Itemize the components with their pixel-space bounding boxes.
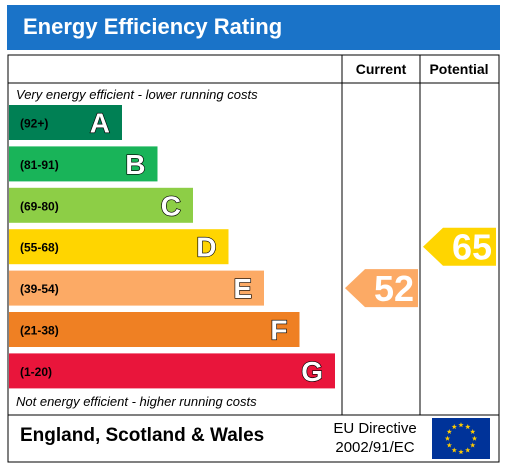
page-title: Energy Efficiency Rating [23, 14, 283, 39]
band-range-b: (81-91) [20, 158, 59, 172]
band-range-g: (1-20) [20, 365, 52, 379]
rating-bands: (92+) A (81-91) B (69-80) C (55-68) D (39-54) E (2… [9, 105, 335, 389]
bottom-caption: Not energy efficient - higher running co… [16, 394, 257, 409]
eu-star [444, 435, 451, 441]
band-range-c: (69-80) [20, 199, 59, 213]
eu-star [465, 424, 471, 430]
top-caption: Very energy efficient - lower running co… [16, 87, 258, 102]
band-letter-e: E [233, 273, 252, 304]
band-bar-e [9, 270, 264, 306]
band-e: (39-54) E [9, 270, 264, 306]
current-column-header: Current [356, 61, 407, 77]
current-rating-shape [345, 269, 418, 308]
rating-arrows: 52 65 [345, 227, 496, 309]
band-bar-c [9, 187, 193, 223]
eu-directive-line2: 2002/91/EC [335, 439, 415, 456]
band-c: (69-80) C [9, 187, 193, 223]
eu-flag-icon [432, 418, 490, 459]
band-letter-f: F [270, 315, 287, 346]
title-bar: Energy Efficiency Rating [7, 5, 500, 50]
potential-rating-arrow: 65 [423, 227, 496, 268]
potential-column-header: Potential [429, 61, 488, 77]
band-b: (81-91) B [9, 146, 158, 182]
band-range-e: (39-54) [20, 282, 59, 296]
band-letter-c: C [161, 190, 181, 221]
band-bar-d [9, 229, 229, 265]
band-bar-f [9, 312, 300, 347]
eu-star [458, 422, 464, 428]
eu-star [451, 424, 457, 430]
band-bar-g [9, 353, 335, 389]
band-letter-a: A [90, 108, 110, 139]
current-rating-value: 52 [374, 268, 414, 309]
band-f: (21-38) F [9, 312, 300, 347]
eu-star [458, 449, 464, 455]
band-letter-g: G [301, 356, 323, 387]
eu-directive: EU Directive 2002/91/EC [325, 419, 425, 457]
band-range-f: (21-38) [20, 324, 59, 338]
band-range-a: (92+) [20, 117, 48, 131]
band-range-d: (55-68) [20, 241, 59, 255]
current-rating-arrow: 52 [345, 268, 418, 309]
band-bar-b [9, 146, 158, 182]
band-g: (1-20) G [9, 353, 335, 389]
eu-star [470, 428, 476, 435]
footer-region: England, Scotland & Wales [20, 425, 265, 446]
eu-star [446, 442, 452, 448]
band-a: (92+) A [9, 105, 122, 140]
band-letter-d: D [196, 232, 216, 263]
eu-star [451, 447, 457, 453]
eu-star [465, 447, 471, 453]
potential-rating-shape [423, 227, 496, 266]
eu-directive-line1: EU Directive [333, 420, 417, 437]
band-letter-b: B [125, 149, 145, 180]
potential-rating-value: 65 [452, 227, 492, 268]
eu-star [470, 442, 476, 448]
band-bar-a [9, 105, 122, 140]
footer-frame [7, 414, 500, 463]
band-d: (55-68) D [9, 229, 229, 265]
eu-star [446, 428, 452, 435]
eu-star [471, 435, 478, 441]
